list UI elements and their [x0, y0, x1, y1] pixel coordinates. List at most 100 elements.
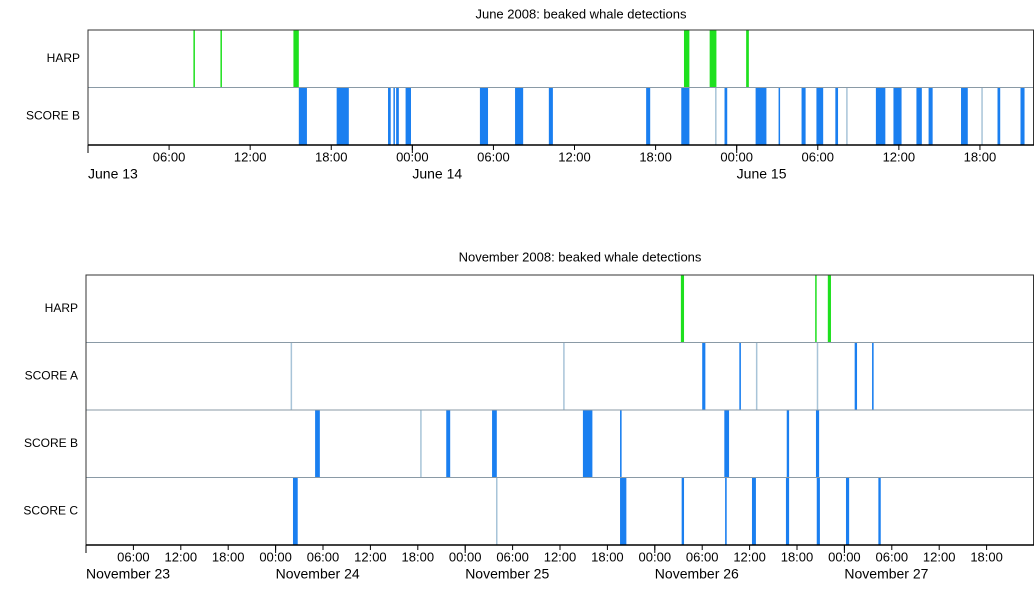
x-tick-label: 18:00	[781, 549, 814, 564]
row-label: HARP	[47, 51, 80, 65]
detection	[220, 30, 222, 88]
x-tick-label: 06:00	[307, 549, 340, 564]
detection	[193, 30, 195, 88]
detection	[725, 477, 727, 545]
detection	[816, 477, 820, 545]
x-tick-label: 06:00	[801, 149, 834, 164]
detection	[755, 87, 767, 145]
x-tick-label: 12:00	[544, 549, 577, 564]
x-tick-label: 12:00	[733, 549, 766, 564]
detection	[815, 410, 820, 478]
x-tick-label: 00:00	[396, 149, 429, 164]
x-tick-label: 18:00	[970, 549, 1003, 564]
date-label: June 14	[412, 166, 462, 182]
detection	[446, 410, 451, 478]
detection	[492, 410, 497, 478]
detection	[997, 87, 1001, 145]
detection	[315, 410, 320, 478]
detection	[845, 477, 850, 545]
x-tick-label: 12:00	[165, 549, 198, 564]
x-tick-label: 12:00	[234, 149, 267, 164]
detection	[875, 87, 886, 145]
detection	[681, 87, 690, 145]
x-tick-label: 12:00	[558, 149, 591, 164]
detection	[548, 87, 553, 145]
detection	[293, 30, 299, 88]
detection	[801, 87, 806, 145]
row-label: SCORE B	[24, 436, 78, 450]
detection	[815, 275, 817, 343]
detection	[388, 87, 391, 145]
date-label: November 26	[655, 566, 739, 582]
x-tick-label: 06:00	[496, 549, 529, 564]
weak-detection	[290, 342, 293, 410]
detection	[1020, 87, 1025, 145]
x-tick-label: 06:00	[876, 549, 909, 564]
weak-detection	[816, 342, 819, 410]
detection	[786, 410, 790, 478]
date-label: November 25	[465, 566, 549, 582]
detection	[680, 275, 685, 343]
weak-detection	[563, 342, 565, 410]
x-tick-label: 00:00	[639, 549, 672, 564]
weak-detection	[715, 87, 717, 145]
detection	[292, 477, 298, 545]
detection	[739, 342, 741, 410]
date-label: November 23	[86, 566, 170, 582]
detection	[854, 342, 858, 410]
detection	[778, 87, 781, 145]
detection	[709, 30, 717, 88]
weak-detection	[496, 477, 498, 545]
x-tick-label: 18:00	[315, 149, 348, 164]
detection	[893, 87, 902, 145]
detection	[878, 477, 881, 545]
x-tick-label: 00:00	[720, 149, 753, 164]
x-tick-label: 12:00	[354, 549, 387, 564]
weak-detection	[755, 342, 758, 410]
weak-detection	[981, 87, 983, 145]
detection	[515, 87, 524, 145]
detection	[702, 342, 706, 410]
detection	[751, 477, 756, 545]
detection	[724, 410, 730, 478]
detection	[746, 30, 749, 88]
detection	[393, 87, 395, 145]
x-tick-label: 06:00	[477, 149, 510, 164]
detection	[872, 342, 874, 410]
x-tick-label: 06:00	[153, 149, 186, 164]
x-tick-label: 00:00	[828, 549, 861, 564]
detection	[961, 87, 968, 145]
detection	[620, 477, 627, 545]
x-tick-label: 18:00	[212, 549, 245, 564]
detection	[681, 477, 685, 545]
x-tick-label: 06:00	[686, 549, 719, 564]
row-label: HARP	[45, 301, 78, 315]
detection	[336, 87, 349, 145]
date-label: June 13	[88, 166, 138, 182]
chart-title: June 2008: beaked whale detections	[475, 6, 687, 21]
x-tick-label: 18:00	[639, 149, 672, 164]
date-label: November 24	[276, 566, 360, 582]
detection	[827, 275, 831, 343]
x-tick-label: 12:00	[923, 549, 956, 564]
row-label: SCORE C	[23, 503, 78, 517]
weak-detection	[846, 87, 848, 145]
detection	[396, 87, 399, 145]
x-tick-label: 06:00	[117, 549, 150, 564]
date-label: November 27	[844, 566, 928, 582]
detection	[646, 87, 651, 145]
detection	[298, 87, 307, 145]
x-tick-label: 12:00	[883, 149, 916, 164]
detection	[816, 87, 824, 145]
x-tick-label: 18:00	[402, 549, 435, 564]
detection	[835, 87, 839, 145]
weak-detection	[420, 410, 422, 478]
detection	[405, 87, 411, 145]
detection	[928, 87, 933, 145]
detection	[785, 477, 790, 545]
x-tick-label: 18:00	[964, 149, 997, 164]
x-tick-label: 00:00	[259, 549, 292, 564]
chart-title: November 2008: beaked whale detections	[459, 249, 702, 264]
row-label: SCORE A	[25, 368, 78, 382]
